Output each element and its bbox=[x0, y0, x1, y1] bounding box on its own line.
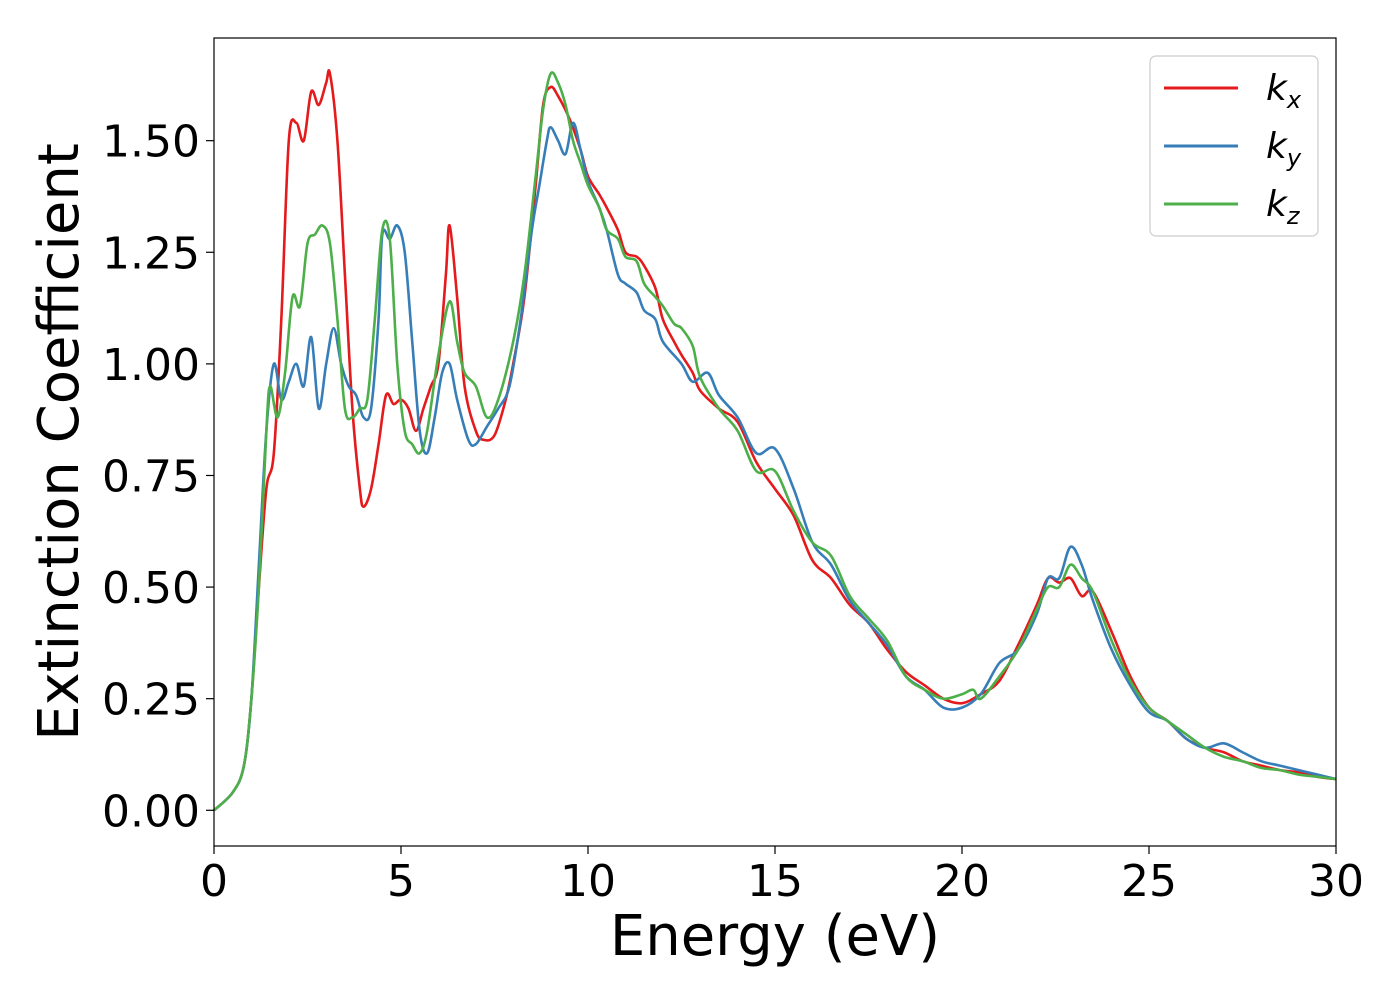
x-tick-label: 25 bbox=[1121, 856, 1177, 907]
x-tick-label: 5 bbox=[387, 856, 415, 907]
series-line-z bbox=[213, 71, 1337, 812]
y-tick-label: 0.00 bbox=[102, 786, 200, 837]
x-tick-label: 0 bbox=[200, 856, 228, 907]
x-tick-label: 20 bbox=[934, 856, 990, 907]
legend-label-x: kx bbox=[1266, 68, 1302, 114]
legend-label-y: ky bbox=[1266, 126, 1302, 172]
legend: kx ky kz bbox=[1149, 55, 1319, 237]
x-tick-label: 10 bbox=[560, 856, 616, 907]
legend-label-z: kz bbox=[1266, 184, 1301, 230]
y-tick-label: 1.00 bbox=[102, 340, 200, 391]
x-axis-title: Energy (eV) bbox=[610, 904, 940, 969]
y-tick-label: 1.50 bbox=[102, 117, 200, 168]
x-tick-label: 30 bbox=[1308, 856, 1364, 907]
x-tick-label: 15 bbox=[747, 856, 803, 907]
series-layer bbox=[213, 68, 1337, 812]
y-axis: 0.00 0.25 0.50 0.75 1.00 1.25 1.50 bbox=[102, 117, 214, 837]
y-tick-label: 1.25 bbox=[102, 228, 200, 279]
y-axis-title: Extinction Coefficient bbox=[27, 143, 92, 741]
y-tick-label: 0.50 bbox=[102, 563, 200, 614]
y-tick-label: 0.25 bbox=[102, 675, 200, 726]
x-axis: 0 5 10 15 20 25 30 bbox=[200, 846, 1364, 907]
y-tick-label: 0.75 bbox=[102, 451, 200, 502]
